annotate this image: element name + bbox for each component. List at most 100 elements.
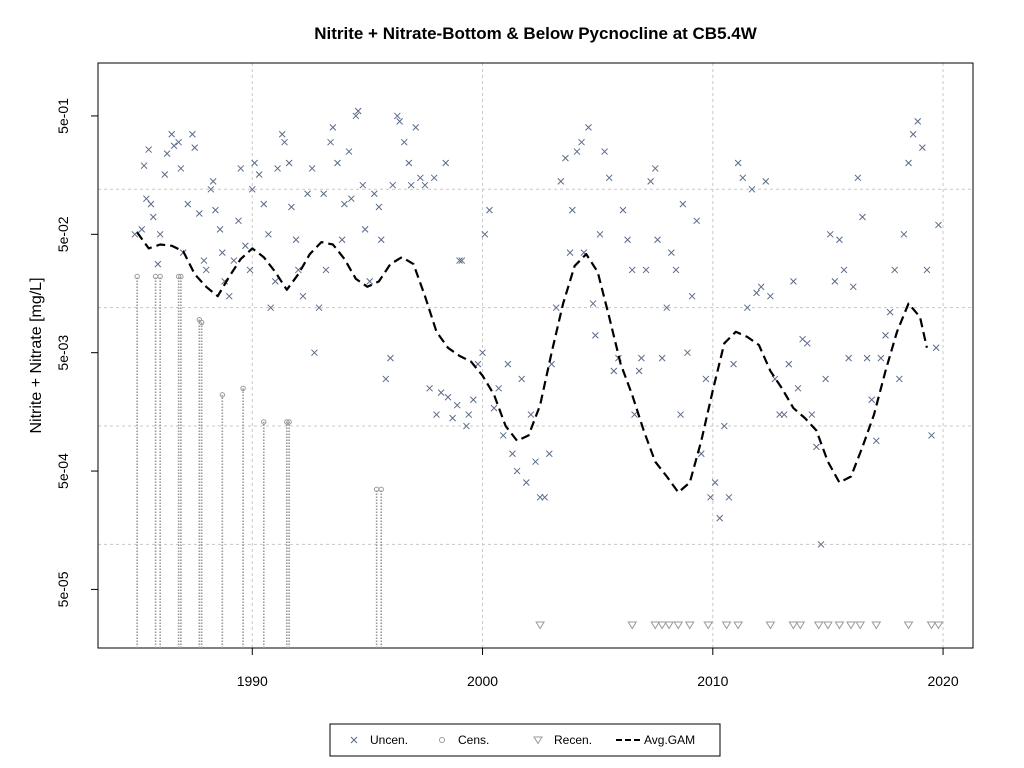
uncensored-point [817, 541, 825, 548]
uncensored-point [541, 493, 549, 501]
uncensored-point [242, 242, 249, 250]
uncensored-point [278, 130, 286, 138]
y-tick-label: 5e-01 [55, 98, 71, 134]
uncensored-point [757, 283, 765, 291]
uncensored-point [509, 450, 516, 458]
legend-box [329, 723, 721, 757]
uncensored-point [449, 414, 456, 422]
uncensored-point [863, 354, 871, 362]
uncensored-point [320, 190, 328, 198]
censored-point [198, 319, 205, 326]
gam-line [136, 231, 928, 494]
uncensored-point [225, 292, 233, 300]
uncensored-point [886, 308, 894, 316]
uncensored-point [822, 375, 829, 383]
recensored-point [657, 621, 668, 630]
uncensored-point [734, 159, 742, 167]
uncensored-point [739, 174, 747, 182]
uncensored-point [294, 266, 302, 274]
uncensored-point [707, 493, 714, 501]
uncensored-point [389, 181, 397, 189]
uncensored-point [905, 159, 912, 167]
uncensored-point [562, 154, 569, 162]
censored-point [261, 419, 267, 425]
uncensored-point [932, 344, 940, 352]
uncensored-point [140, 162, 148, 170]
uncensored-point [248, 185, 256, 193]
y-axis-label: Nitrite + Nitrate [mg/L] [28, 277, 45, 433]
uncensored-point [635, 367, 643, 375]
censored-point [134, 273, 140, 280]
uncensored-point [170, 142, 178, 150]
uncensored-point [202, 266, 210, 274]
uncensored-point [720, 422, 728, 430]
uncensored-point [647, 178, 654, 185]
uncensored-point [430, 174, 438, 182]
uncensored-point [589, 300, 597, 307]
uncensored-point [322, 266, 330, 274]
recensored-point [788, 621, 799, 630]
uncensored-point [147, 200, 155, 208]
uncensored-point [145, 146, 153, 153]
uncensored-point [417, 174, 424, 182]
uncensored-point [246, 266, 254, 274]
uncensored-point [453, 401, 461, 409]
uncensored-point [168, 130, 176, 138]
uncensored-point [421, 181, 429, 189]
uncensored-point [216, 226, 224, 233]
uncensored-point [826, 230, 834, 238]
legend-label: Cens. [458, 733, 489, 747]
uncensored-point [845, 354, 853, 362]
uncensored-point [780, 411, 788, 418]
censored-point [157, 273, 163, 280]
uncensored-point [610, 367, 618, 375]
uncensored-point [359, 181, 367, 189]
uncensored-point [914, 117, 922, 125]
censored-point [284, 419, 290, 425]
uncensored-point [605, 174, 613, 182]
censored-point [286, 419, 292, 425]
uncensored-point [479, 349, 486, 357]
uncensored-point [265, 230, 272, 238]
uncensored-point [877, 354, 885, 362]
uncensored-point [688, 292, 696, 300]
axis-layer: 1990 2000 2010 2020 5e-05 5e-04 5e-03 5e-02 5e-0… [55, 98, 959, 689]
legend-label: Uncen. [370, 733, 408, 747]
uncensored-point [437, 389, 445, 396]
uncensored-point [900, 230, 908, 238]
uncensored-point [299, 292, 307, 300]
uncensored-point [274, 165, 281, 172]
uncensored-point [370, 190, 378, 198]
uncensored-point [149, 213, 157, 221]
recensored-point [846, 621, 856, 630]
uncensored-point [601, 148, 608, 155]
uncensored-point [831, 278, 839, 285]
legend-label: Recen. [554, 733, 592, 747]
uncensored-point [573, 148, 581, 155]
uncensored-point [469, 396, 477, 404]
uncensored-point [481, 230, 489, 238]
y-tick-label: 5e-02 [55, 216, 71, 252]
uncensored-point [458, 257, 466, 264]
uncensored-point [504, 360, 512, 368]
censored-point [378, 486, 384, 493]
uncensored-point [596, 230, 604, 238]
uncensored-point [702, 375, 710, 383]
uncensored-point [918, 144, 926, 151]
uncensored-point [255, 171, 263, 178]
uncensored-point [725, 493, 733, 501]
uncensored-point [891, 266, 899, 274]
uncensored-point [405, 159, 413, 167]
uncensored-point [184, 200, 192, 208]
uncensored-point [161, 171, 169, 178]
uncensored-point [836, 236, 843, 244]
uncensored-point [230, 257, 238, 264]
recensored-point [823, 621, 833, 630]
uncensored-point [154, 260, 162, 268]
uncensored-point [237, 165, 245, 172]
chart-title: Nitrite + Nitrate-Bottom & Below Pycnocl… [314, 24, 757, 43]
uncensored-point [426, 384, 433, 392]
uncensored-point [235, 217, 242, 225]
uncensored-point [872, 437, 880, 445]
uncensored-point [518, 375, 526, 383]
